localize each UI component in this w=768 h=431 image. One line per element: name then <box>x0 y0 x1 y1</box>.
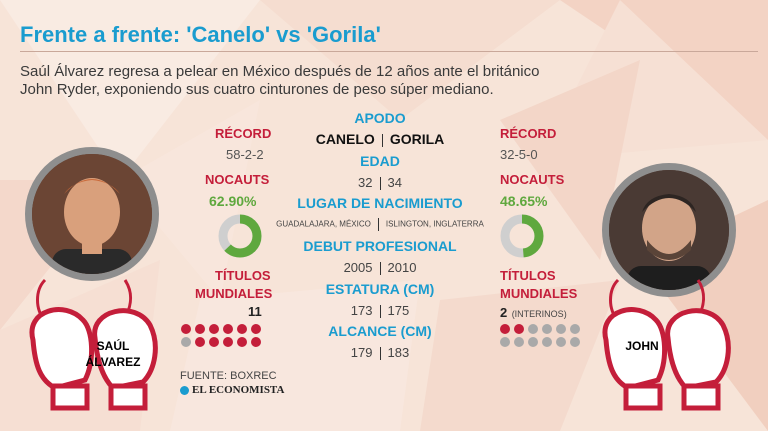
brand-name: EL ECONOMISTA <box>192 384 285 396</box>
right-title-dot <box>514 337 524 347</box>
left-title-dot <box>237 337 247 347</box>
age-right: 34 <box>387 175 402 190</box>
right-title-dot <box>556 337 566 347</box>
right-title-dot <box>542 324 552 334</box>
left-knockouts-pct: 62.90% <box>209 193 257 209</box>
page-title: Frente a frente: 'Canelo' vs 'Gorila' <box>20 22 381 47</box>
fighter-portrait-icon <box>32 154 152 274</box>
subtitle-line-2: John Ryder, exponiendo sus cuatro cintur… <box>20 81 494 98</box>
brand-logo: EL ECONOMISTA <box>180 384 284 396</box>
right-title-dot <box>570 337 580 347</box>
left-record-label: RÉCORD <box>215 126 272 141</box>
right-titles-label-2: MUNDIALES <box>500 286 578 301</box>
right-title-dot <box>528 324 538 334</box>
right-knockout-donut <box>500 214 544 258</box>
left-title-dot <box>251 324 261 334</box>
right-titles-label-1: TÍTULOS <box>500 268 556 283</box>
reach-label: ALCANCE (CM) <box>328 323 432 339</box>
left-knockouts-label: NOCAUTS <box>205 172 270 187</box>
reach-left: 179 <box>350 345 373 360</box>
debut-right: 2010 <box>387 260 417 275</box>
right-knockouts-label: NOCAUTS <box>500 172 565 187</box>
left-record-value: 58-2-2 <box>226 147 264 162</box>
fighter-portrait-icon <box>609 170 729 290</box>
right-record-label: RÉCORD <box>500 126 557 141</box>
separator <box>379 305 381 319</box>
left-glove-name-line-1: SAÚL <box>96 339 130 353</box>
height-row: 173 175 <box>262 303 498 319</box>
nickname-row: CANELO GORILA <box>262 131 498 147</box>
right-glove-name: JOHN <box>625 339 659 353</box>
right-title-dot <box>500 324 510 334</box>
right-titles-note: (INTERINOS) <box>511 309 567 319</box>
left-title-dot <box>223 337 233 347</box>
birthplace-row: GUADALAJARA, MÉXICO ISLINGTON, INGLATERRA <box>262 218 498 231</box>
separator <box>377 218 379 231</box>
nickname-left: CANELO <box>315 131 375 147</box>
left-knockout-donut <box>218 214 262 258</box>
separator <box>379 177 381 191</box>
left-titles-value: 11 <box>248 304 262 319</box>
left-titles-label-1: TÍTULOS <box>215 268 271 283</box>
subtitle-line-1: Saúl Álvarez regresa a pelear en México … <box>20 63 540 80</box>
right-titles-value: 2 <box>500 305 508 320</box>
birthplace-left: GUADALAJARA, MÉXICO <box>276 219 371 229</box>
separator <box>381 133 383 147</box>
right-title-dot <box>542 337 552 347</box>
source-text: FUENTE: BOXREC <box>180 370 277 382</box>
debut-row: 2005 2010 <box>262 260 498 276</box>
right-knockouts-pct: 48.65% <box>500 193 548 209</box>
reach-row: 179 183 <box>262 345 498 361</box>
subtitle: Saúl Álvarez regresa a pelear en México … <box>20 63 580 99</box>
separator <box>379 347 381 361</box>
right-titles-dots <box>500 324 581 347</box>
right-titles-row: 2 (INTERINOS) <box>500 304 567 322</box>
height-label: ESTATURA (CM) <box>325 281 435 297</box>
brand-mark-icon <box>180 385 189 395</box>
title-divider <box>20 51 758 52</box>
right-fighter-photo <box>602 163 736 297</box>
reach-right: 183 <box>387 345 410 360</box>
right-title-dot <box>528 337 538 347</box>
age-row: 32 34 <box>262 175 498 191</box>
right-title-dot <box>500 337 510 347</box>
debut-left: 2005 <box>343 260 373 275</box>
birthplace-label: LUGAR DE NACIMIENTO <box>297 195 463 211</box>
left-title-dot <box>209 337 219 347</box>
separator <box>379 262 381 276</box>
left-fighter-photo <box>25 147 159 281</box>
left-title-dot <box>237 324 247 334</box>
left-knockout-arc <box>218 214 262 258</box>
left-title-dot <box>181 337 191 347</box>
right-record-value: 32-5-0 <box>500 147 538 162</box>
right-title-dot <box>514 324 524 334</box>
left-title-dot <box>251 337 261 347</box>
left-title-dot <box>223 324 233 334</box>
left-boxing-gloves-icon <box>29 278 158 411</box>
right-title-dot <box>570 324 580 334</box>
left-titles-label-2: MUNDIALES <box>195 286 273 301</box>
age-label: EDAD <box>360 153 400 169</box>
debut-label: DEBUT PROFESIONAL <box>303 238 457 254</box>
nickname-right: GORILA <box>389 131 445 147</box>
left-titles-dots <box>181 324 262 347</box>
birthplace-right: ISLINGTON, INGLATERRA <box>385 219 484 229</box>
right-boxing-gloves-icon <box>602 278 731 411</box>
height-left: 173 <box>350 303 373 318</box>
left-title-dot <box>181 324 191 334</box>
nickname-label: APODO <box>354 110 406 126</box>
left-title-dot <box>195 337 205 347</box>
left-glove-name-line-2: ÁLVAREZ <box>85 355 141 369</box>
left-title-dot <box>195 324 205 334</box>
left-title-dot <box>209 324 219 334</box>
age-left: 32 <box>358 175 373 190</box>
height-right: 175 <box>387 303 410 318</box>
right-knockout-arc <box>500 214 544 258</box>
right-title-dot <box>556 324 566 334</box>
left-glove-name: SAÚL ÁLVAREZ <box>82 338 144 370</box>
